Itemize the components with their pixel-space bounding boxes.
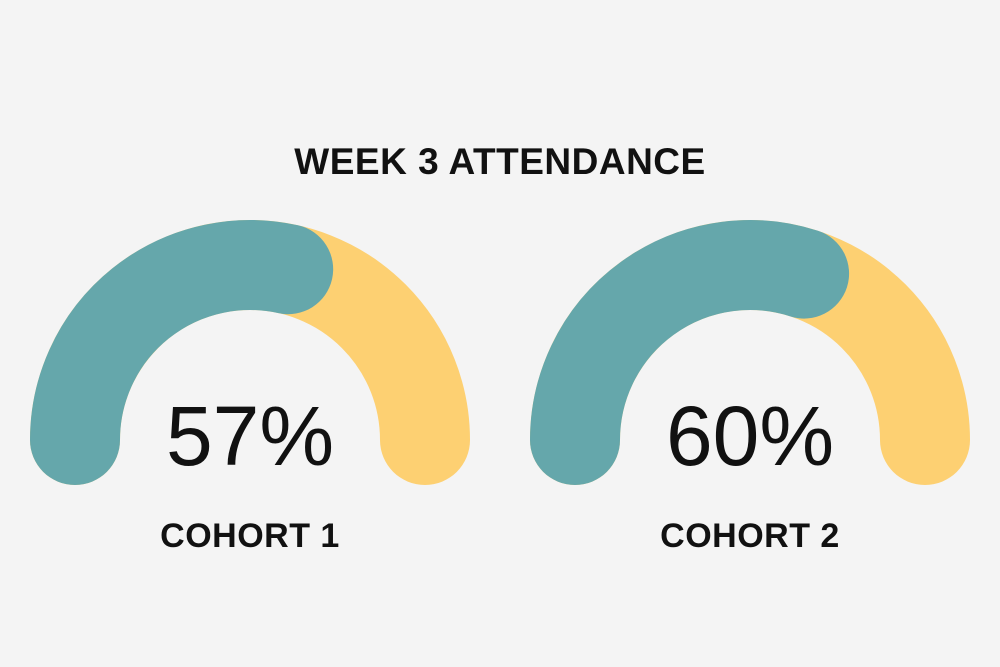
gauge-filled-arc — [30, 220, 334, 485]
gauge-cohort-1: 57% — [30, 220, 470, 485]
gauge-value-label: 57% — [166, 389, 334, 483]
gauge-filled-arc — [530, 220, 850, 485]
gauge-label-cohort-2: COHORT 2 — [660, 517, 840, 555]
gauge-value-label: 60% — [666, 389, 834, 483]
gauge-cohort-2: 60% — [530, 220, 970, 485]
gauge-label-cohort-1: COHORT 1 — [160, 517, 340, 555]
chart-title: WEEK 3 ATTENDANCE — [294, 141, 706, 182]
